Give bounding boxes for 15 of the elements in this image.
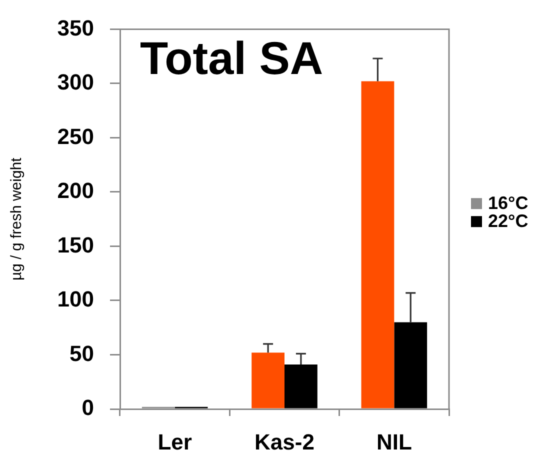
x-tick-label: Kas-2 bbox=[254, 429, 314, 454]
y-tick-label: 50 bbox=[70, 340, 94, 366]
x-tick-label: Ler bbox=[158, 429, 192, 454]
chart-title: Total SA bbox=[140, 32, 324, 84]
y-tick-label: 300 bbox=[57, 70, 94, 95]
y-tick-label: 100 bbox=[57, 286, 94, 312]
y-tick-label: 150 bbox=[57, 232, 94, 258]
legend-label: 16°C bbox=[488, 193, 528, 214]
y-tick-label: 0 bbox=[82, 395, 94, 420]
y-tick-label: 200 bbox=[57, 178, 94, 204]
x-tick-label: NIL bbox=[376, 429, 412, 454]
y-axis-title: µg / g fresh weight bbox=[8, 156, 26, 281]
y-tick-label: 250 bbox=[57, 124, 94, 149]
y-tick-label: 350 bbox=[57, 15, 94, 40]
legend-label: 22°C bbox=[488, 211, 528, 232]
